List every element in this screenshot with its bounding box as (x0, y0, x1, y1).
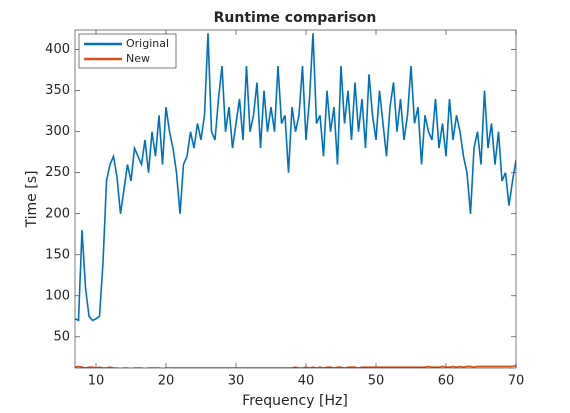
chart-title: Runtime comparison (214, 10, 377, 26)
y-tick-label: 400 (45, 42, 70, 57)
y-tick-label: 250 (45, 165, 70, 180)
x-tick-label: 20 (158, 374, 175, 389)
x-tick-label: 50 (368, 374, 385, 389)
axes-box (74, 29, 517, 369)
y-tick-label: 300 (45, 124, 70, 139)
x-tick-label: 40 (298, 374, 315, 389)
plot-area (75, 30, 516, 368)
y-tick-label: 100 (45, 288, 70, 303)
x-tick-label: 70 (508, 374, 525, 389)
y-tick-label: 150 (45, 247, 70, 262)
y-axis-label: Time [s] (24, 171, 40, 229)
x-tick-label: 30 (228, 374, 245, 389)
y-tick-label: 350 (45, 83, 70, 98)
x-tick-label: 10 (88, 374, 105, 389)
legend-label: Original (126, 37, 169, 50)
y-tick-label: 50 (53, 329, 70, 344)
x-tick-label: 60 (438, 374, 455, 389)
legend-label: New (126, 52, 150, 65)
x-axis-label: Frequency [Hz] (242, 393, 348, 409)
series-line (75, 364, 516, 368)
legend-box (78, 33, 177, 69)
y-tick-label: 200 (45, 206, 70, 221)
series-line (75, 33, 516, 322)
